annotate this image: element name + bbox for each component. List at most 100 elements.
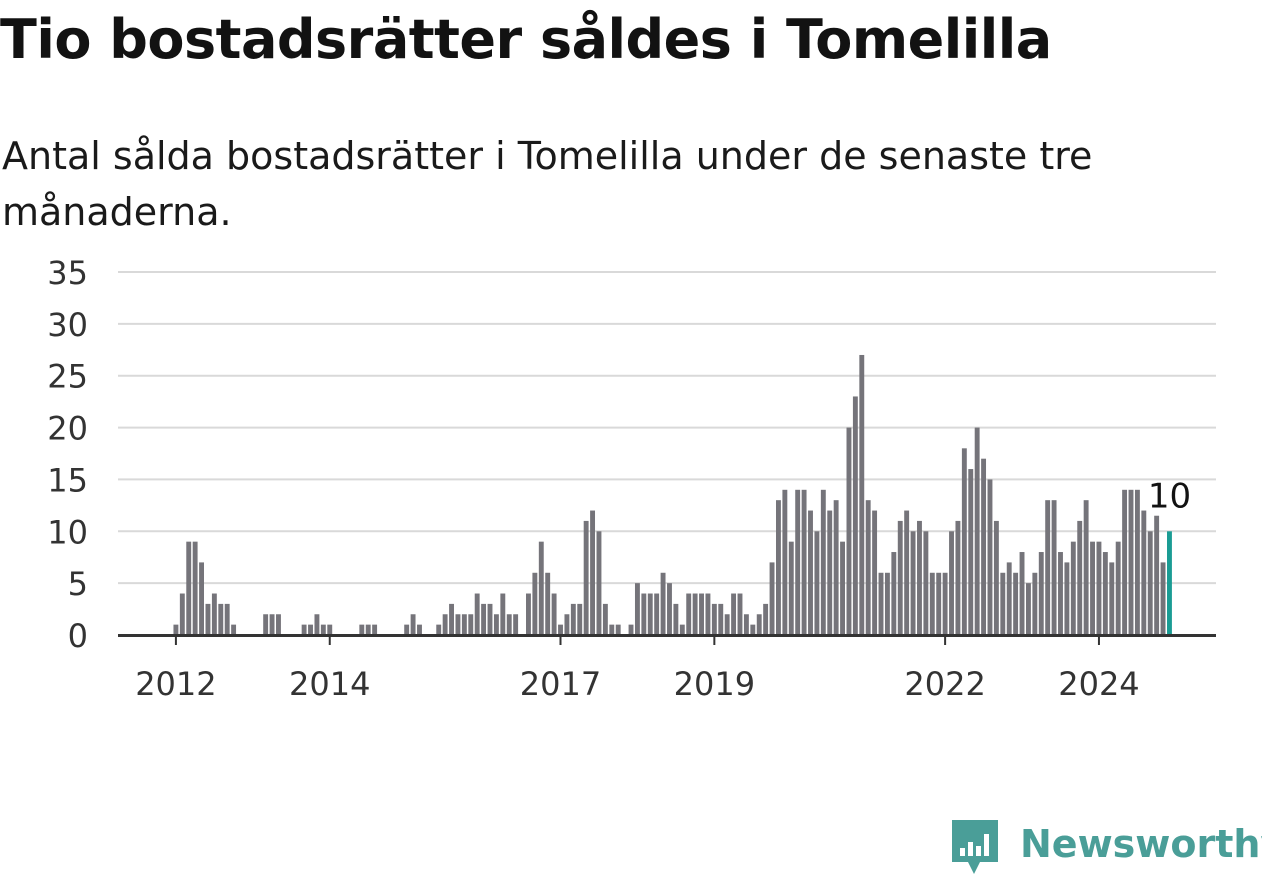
bar [1096,541,1102,635]
bar [756,614,762,635]
bar [320,624,326,635]
bar [641,593,647,635]
bar [609,624,615,635]
bar [513,614,519,635]
bar [308,624,313,635]
bar [686,593,692,635]
bar [532,572,538,635]
bar [769,562,775,635]
bar [1025,583,1031,635]
bar [410,614,416,635]
bar [558,624,563,635]
bar [583,520,589,635]
bar [551,593,557,635]
bar [667,583,672,635]
highlight-value-label: 10 [1148,476,1191,516]
bars [173,354,1172,635]
bar [1154,515,1160,635]
bar [827,510,833,635]
bar [301,624,307,635]
x-tick-label: 2022 [904,665,985,703]
bar [891,552,897,635]
bar [788,541,794,635]
bar [679,624,685,635]
bar [596,531,602,635]
bar [654,593,660,635]
bar [692,593,698,635]
bar [1051,500,1057,635]
y-tick-label: 35 [47,254,88,292]
y-tick-label: 10 [47,513,88,551]
newsworthy-logo-icon [952,820,998,874]
bar [372,624,378,635]
bar [801,489,807,635]
bar [942,572,948,635]
bar [814,531,820,635]
bar [417,624,422,635]
annotations: 10 [1148,476,1191,516]
bar [852,396,858,635]
bar [231,624,237,635]
bar [577,603,583,635]
bar [936,572,942,635]
bar [327,624,333,635]
chart-subtitle: Antal sålda bostadsrätter i Tomelilla un… [2,134,1093,234]
x-tick-label: 2014 [289,665,370,703]
bar [660,572,666,635]
bar [1058,552,1063,635]
x-tick-label: 2024 [1058,665,1139,703]
brand-name: Newsworthy [1020,822,1262,866]
x-tick-label: 2017 [520,665,601,703]
bar [776,500,781,635]
bar [878,572,884,635]
bar [218,603,224,635]
bar [884,572,890,635]
bar [763,603,769,635]
bar [993,520,999,635]
bar [545,572,551,635]
bar [782,489,788,635]
bar [699,593,704,635]
bar [1102,552,1108,635]
y-axis-labels: 0 5 10 15 20 25 30 35 [47,254,88,655]
bar [365,624,371,635]
x-tick-label: 2019 [674,665,755,703]
bar [961,448,967,635]
bar [1013,572,1019,635]
bar [634,583,640,635]
bar [897,520,903,635]
bar [955,520,961,635]
bar [564,614,570,635]
bar [737,593,743,635]
bar [570,603,576,635]
bar [859,354,865,635]
bar [1147,531,1153,635]
bar [192,541,198,635]
gridlines [118,271,1216,585]
bar [224,603,230,635]
bar [1115,541,1121,635]
bar [263,614,269,635]
bar [500,593,506,635]
bar [743,614,749,635]
bar [1019,552,1025,635]
bar [1032,572,1038,635]
bar [1160,562,1166,635]
y-tick-label: 0 [68,617,88,655]
bar [673,603,679,635]
bar [1109,562,1115,635]
y-tick-label: 15 [47,461,88,499]
y-tick-label: 30 [47,306,88,344]
bar [917,520,922,635]
bar [602,603,608,635]
bar [808,510,813,635]
bar [493,614,499,635]
bar [436,624,442,635]
bar [1090,541,1095,635]
bar [968,469,974,635]
y-tick-label: 25 [47,358,88,396]
bar [442,614,448,635]
bar [846,427,852,635]
bar [1070,541,1076,635]
